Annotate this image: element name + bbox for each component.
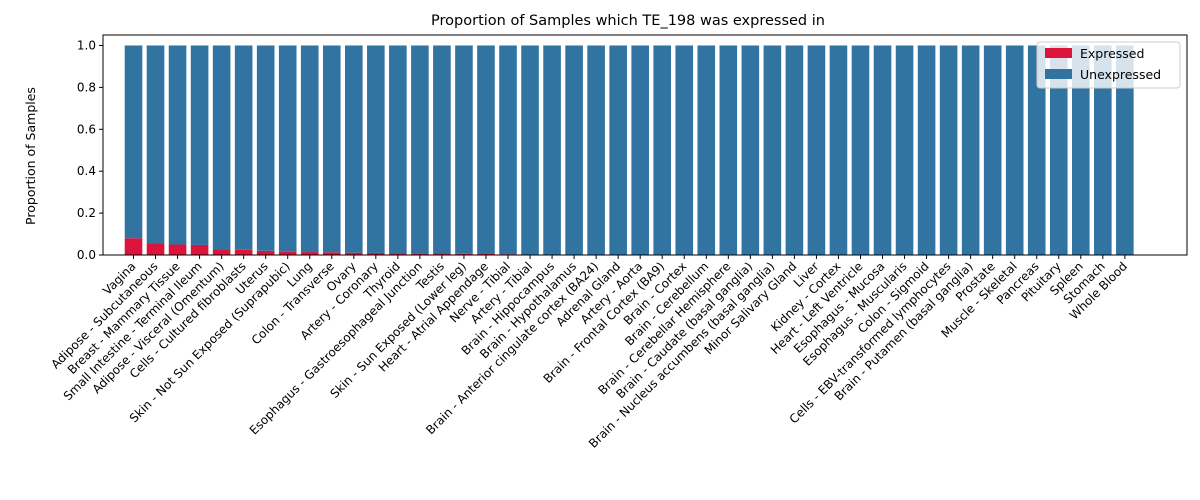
bar-unexpressed — [741, 45, 760, 256]
bar-unexpressed — [565, 45, 583, 256]
bar-expressed — [234, 249, 253, 255]
bar-expressed — [146, 243, 165, 255]
y-tick-label: 0.2 — [77, 206, 96, 220]
bar-expressed — [278, 251, 297, 255]
bar-unexpressed — [256, 45, 275, 251]
bar-expressed — [411, 253, 429, 255]
bar-expressed — [190, 244, 209, 255]
bar-unexpressed — [873, 45, 892, 256]
bar-expressed — [389, 253, 407, 255]
bar-unexpressed — [697, 45, 716, 256]
bars-group — [124, 45, 1134, 256]
bar-unexpressed — [234, 45, 253, 250]
bar-unexpressed — [190, 45, 209, 245]
bar-unexpressed — [763, 45, 782, 256]
bar-expressed — [212, 249, 231, 255]
bar-unexpressed — [146, 45, 165, 244]
bar-unexpressed — [168, 45, 187, 245]
bar-unexpressed — [719, 45, 738, 256]
legend-swatch-expressed — [1045, 48, 1072, 58]
bar-unexpressed — [895, 45, 914, 256]
legend-swatch-unexpressed — [1045, 69, 1072, 79]
bar-unexpressed — [278, 45, 297, 252]
bar-unexpressed — [499, 45, 517, 255]
bar-expressed — [300, 252, 319, 255]
bar-unexpressed — [345, 45, 363, 253]
bar-unexpressed — [1005, 45, 1024, 256]
y-axis-label: Proportion of Samples — [23, 87, 38, 225]
bar-unexpressed — [609, 45, 627, 256]
legend: Expressed Unexpressed — [1036, 41, 1181, 89]
bar-unexpressed — [587, 45, 605, 256]
bar-unexpressed — [411, 45, 429, 254]
bar-expressed — [345, 252, 363, 255]
bar-unexpressed — [1049, 45, 1068, 256]
legend-label-unexpressed: Unexpressed — [1080, 67, 1161, 82]
bar-expressed — [455, 253, 473, 255]
bar-unexpressed — [1116, 45, 1134, 256]
y-tick-label: 0.8 — [77, 80, 96, 94]
bar-unexpressed — [124, 45, 143, 239]
bar-expressed — [168, 244, 187, 255]
bar-unexpressed — [389, 45, 407, 254]
bar-unexpressed — [939, 45, 958, 256]
bar-unexpressed — [455, 45, 473, 254]
bar-expressed — [322, 252, 341, 255]
bar-unexpressed — [1071, 45, 1090, 256]
bar-unexpressed — [300, 45, 319, 253]
bar-unexpressed — [675, 45, 694, 256]
bar-unexpressed — [653, 45, 672, 256]
bar-unexpressed — [322, 45, 341, 253]
bar-unexpressed — [367, 45, 385, 253]
bar-unexpressed — [631, 45, 649, 256]
bar-unexpressed — [785, 45, 804, 256]
plot-frame — [102, 34, 1188, 256]
y-tick-label: 0.4 — [77, 164, 96, 178]
bar-expressed — [256, 250, 275, 255]
y-ticks: 0.0 0.2 0.4 0.6 0.8 1.0 — [77, 38, 103, 262]
y-tick-label: 0.0 — [77, 248, 96, 262]
bar-unexpressed — [212, 45, 231, 250]
bar-expressed — [367, 252, 385, 255]
bar-unexpressed — [983, 45, 1002, 256]
bar-unexpressed — [829, 45, 848, 256]
chart-title: Proportion of Samples which TE_198 was e… — [431, 13, 825, 29]
bar-expressed — [477, 253, 495, 255]
bar-unexpressed — [543, 45, 561, 256]
bar-unexpressed — [917, 45, 936, 256]
bar-unexpressed — [851, 45, 870, 256]
bar-unexpressed — [961, 45, 980, 256]
bar-unexpressed — [1094, 45, 1112, 256]
bar-expressed — [124, 238, 143, 255]
bar-expressed — [433, 253, 451, 255]
y-tick-label: 0.6 — [77, 122, 96, 136]
legend-box — [1036, 41, 1181, 89]
bar-unexpressed — [477, 45, 495, 254]
bar-unexpressed — [521, 45, 539, 256]
bar-unexpressed — [433, 45, 451, 254]
y-tick-label: 1.0 — [77, 38, 96, 52]
bar-unexpressed — [807, 45, 826, 256]
bar-unexpressed — [1027, 45, 1046, 256]
legend-label-expressed: Expressed — [1080, 46, 1144, 61]
